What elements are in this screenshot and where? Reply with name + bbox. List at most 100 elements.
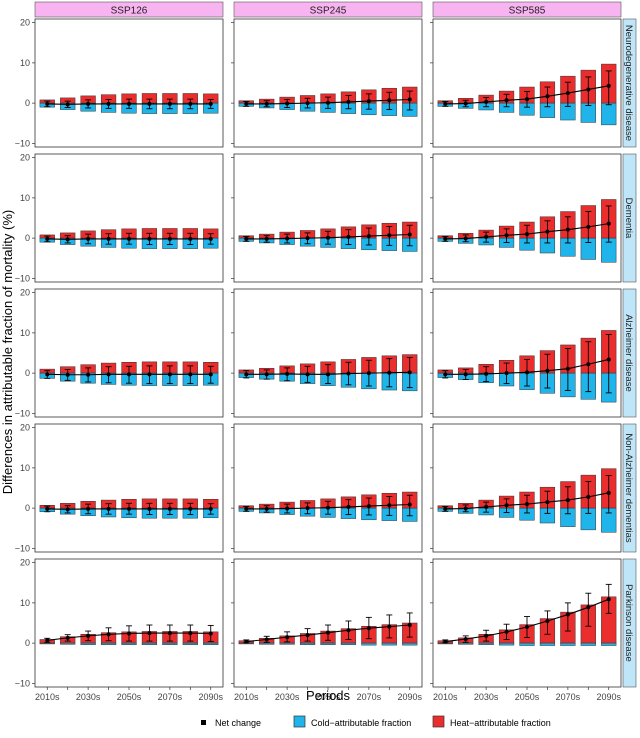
disease-strip <box>622 288 637 418</box>
net-point <box>346 628 351 633</box>
net-point <box>45 372 50 377</box>
net-point <box>188 506 193 511</box>
disease-label: Dementia <box>623 198 634 239</box>
net-point <box>443 639 448 644</box>
x-tick-label: 2010s <box>433 692 458 702</box>
cold-bar <box>402 642 418 646</box>
disease-label: Parkinson disease <box>623 584 634 662</box>
panel <box>430 423 622 553</box>
net-point <box>127 631 131 636</box>
scenario-strip <box>34 1 224 18</box>
net-point <box>167 236 172 241</box>
legend-heat-key <box>432 715 445 728</box>
net-point <box>285 506 290 511</box>
x-tick-label: 2070s <box>158 692 183 702</box>
net-point <box>484 371 489 376</box>
net-point <box>565 91 570 96</box>
net-point <box>366 504 371 509</box>
net-point <box>443 506 448 511</box>
net-point <box>443 372 448 377</box>
net-point <box>463 637 468 642</box>
x-tick-label: 2030s <box>474 692 499 702</box>
x-tick-label: 2070s <box>556 692 581 702</box>
cold-bar <box>458 642 474 645</box>
net-point <box>127 101 131 106</box>
net-point <box>545 229 550 234</box>
net-point <box>565 227 570 232</box>
y-tick-label: 20 <box>20 423 30 433</box>
net-point <box>545 94 550 99</box>
panel: 2010s 2030s 2050s 2070s 2090s <box>231 558 423 702</box>
y-tick-label: 0 <box>25 233 30 243</box>
panel <box>231 423 423 553</box>
net-point <box>208 236 213 241</box>
net-point <box>326 235 330 240</box>
cold-bar <box>519 642 535 646</box>
cold-bar <box>121 642 137 645</box>
x-tick-label: 2030s <box>76 692 101 702</box>
x-tick-label: 2070s <box>357 692 382 702</box>
y-tick-label: −10 <box>15 543 30 553</box>
x-tick-label: 2050s <box>515 692 540 702</box>
net-point <box>326 372 330 377</box>
panel <box>430 153 622 283</box>
net-point <box>65 507 70 512</box>
panel-frame <box>233 558 423 688</box>
panel <box>231 18 423 148</box>
net-point <box>106 506 111 511</box>
net-point <box>65 635 70 640</box>
net-point <box>346 504 351 509</box>
net-point <box>285 371 290 376</box>
net-point <box>606 597 611 602</box>
panel: 2010s 2030s 2050s 2070s 2090s <box>430 558 621 702</box>
net-point <box>484 633 489 638</box>
x-tick-label: 2050s <box>117 692 142 702</box>
y-tick-label: 10 <box>20 58 30 68</box>
net-point <box>264 637 269 642</box>
net-point <box>244 639 249 644</box>
net-point <box>208 101 213 106</box>
net-point <box>366 99 371 104</box>
net-point <box>484 234 489 239</box>
net-point <box>407 97 412 102</box>
net-point <box>305 633 310 638</box>
y-tick-label: −10 <box>15 138 30 148</box>
net-point <box>407 370 412 375</box>
legend-net-key <box>201 720 206 725</box>
cold-bar <box>60 642 76 645</box>
net-point <box>106 372 111 377</box>
net-point <box>208 631 213 636</box>
net-point <box>407 232 412 237</box>
net-point <box>86 506 91 511</box>
cold-bar <box>279 642 295 645</box>
y-tick-label: 20 <box>20 288 30 298</box>
disease-label: Alzheimer disease <box>623 314 634 392</box>
net-point <box>387 98 392 103</box>
cold-bar <box>601 642 617 646</box>
disease-strip <box>622 423 637 553</box>
net-point <box>387 624 392 629</box>
net-point <box>346 99 351 104</box>
x-tick-label: 2090s <box>198 692 223 702</box>
net-point <box>65 237 70 242</box>
x-tick-label: 2090s <box>397 692 422 702</box>
net-point <box>326 505 330 510</box>
net-point <box>606 221 611 226</box>
net-point <box>586 605 591 610</box>
net-point <box>387 370 392 375</box>
net-point <box>407 623 412 628</box>
cold-bar <box>100 642 117 645</box>
panel-frame <box>233 18 423 148</box>
cold-bar <box>580 102 596 123</box>
y-tick-label: −10 <box>15 273 30 283</box>
net-point <box>326 630 330 635</box>
net-point <box>188 101 193 106</box>
y-axis-title: Differences in attributable fraction of … <box>0 210 15 494</box>
net-point <box>264 372 269 377</box>
net-point <box>606 83 611 88</box>
net-point <box>565 612 570 617</box>
cold-bar <box>80 642 96 645</box>
scenario-strip <box>432 1 622 18</box>
panel <box>430 288 622 418</box>
net-point <box>86 633 91 638</box>
